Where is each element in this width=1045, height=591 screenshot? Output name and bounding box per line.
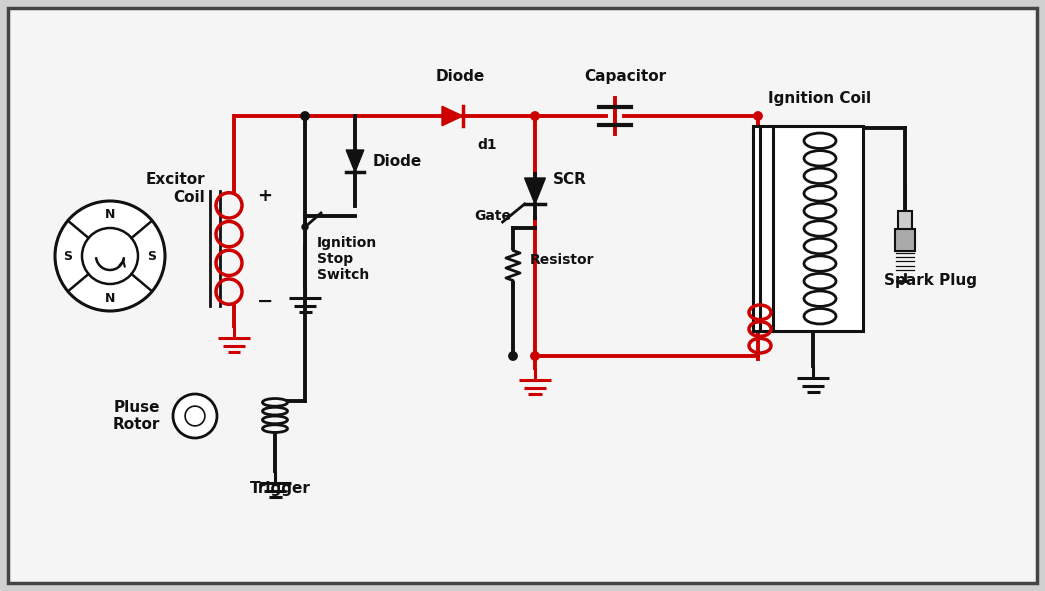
Circle shape (531, 352, 539, 360)
Text: S: S (147, 249, 157, 262)
Text: Resistor: Resistor (530, 253, 595, 267)
Text: N: N (104, 291, 115, 304)
Circle shape (173, 394, 217, 438)
Text: +: + (257, 187, 272, 205)
Text: Spark Plug: Spark Plug (883, 274, 976, 288)
Text: Ignition Coil: Ignition Coil (768, 91, 872, 106)
Polygon shape (442, 106, 463, 126)
Polygon shape (346, 150, 364, 172)
Polygon shape (525, 178, 545, 204)
Bar (753, 126, 863, 331)
Circle shape (185, 406, 205, 426)
Text: Pluse
Rotor: Pluse Rotor (113, 400, 160, 432)
Text: Gate: Gate (474, 209, 511, 223)
Circle shape (301, 112, 309, 120)
Text: Trigger: Trigger (250, 481, 310, 496)
Text: −: − (257, 291, 274, 310)
Bar (895, 229, 915, 251)
Circle shape (509, 352, 517, 360)
Text: Diode: Diode (436, 69, 485, 84)
Text: Ignition
Stop
Switch: Ignition Stop Switch (317, 236, 377, 282)
Text: SCR: SCR (553, 171, 587, 187)
Circle shape (82, 228, 138, 284)
Text: Capacitor: Capacitor (584, 69, 666, 84)
Circle shape (55, 201, 165, 311)
Circle shape (531, 112, 539, 120)
Text: d1: d1 (477, 138, 496, 152)
Circle shape (753, 112, 762, 120)
Text: N: N (104, 207, 115, 220)
Bar (898, 211, 912, 231)
Circle shape (302, 224, 308, 230)
Text: Excitor
Coil: Excitor Coil (145, 173, 205, 204)
Text: Diode: Diode (373, 154, 422, 168)
Text: S: S (64, 249, 72, 262)
